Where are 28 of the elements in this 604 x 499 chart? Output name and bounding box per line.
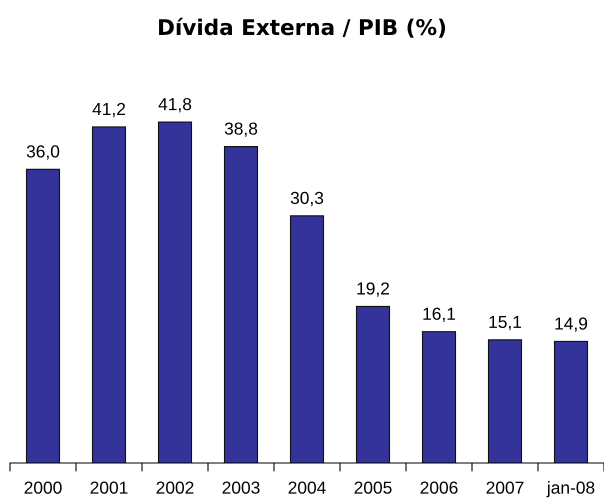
- x-tick-label: 2005: [354, 482, 392, 494]
- bar: [26, 168, 60, 463]
- bar: [92, 126, 126, 463]
- x-tick-label: 2006: [420, 482, 458, 494]
- x-tick-label: jan-08: [546, 481, 594, 498]
- data-label: 19,2: [357, 282, 390, 297]
- data-label: 14,9: [555, 317, 588, 332]
- data-label: 30,3: [290, 192, 324, 206]
- bar: [224, 146, 258, 463]
- bar: [290, 215, 324, 463]
- chart-title: Dívida Externa / PIB (%): [159, 18, 446, 38]
- bar: [554, 340, 588, 463]
- x-tick-label: 2000: [24, 482, 62, 494]
- data-label: 16,1: [423, 308, 456, 322]
- bar: [356, 306, 390, 463]
- x-tick-label: 2007: [486, 482, 524, 494]
- x-tick-label: 2002: [156, 482, 194, 494]
- x-tick-label: 2001: [90, 482, 128, 494]
- x-tick-label: 2003: [222, 482, 260, 494]
- data-label: 41,2: [92, 102, 126, 118]
- x-tick-label: 2004: [288, 482, 326, 494]
- bar: [422, 331, 456, 463]
- data-label: 41,8: [158, 98, 192, 112]
- bar: [488, 339, 522, 463]
- data-label: 38,8: [224, 122, 258, 137]
- bar: [158, 121, 192, 463]
- data-label: 36,0: [26, 145, 60, 160]
- data-label: 15,1: [489, 316, 522, 330]
